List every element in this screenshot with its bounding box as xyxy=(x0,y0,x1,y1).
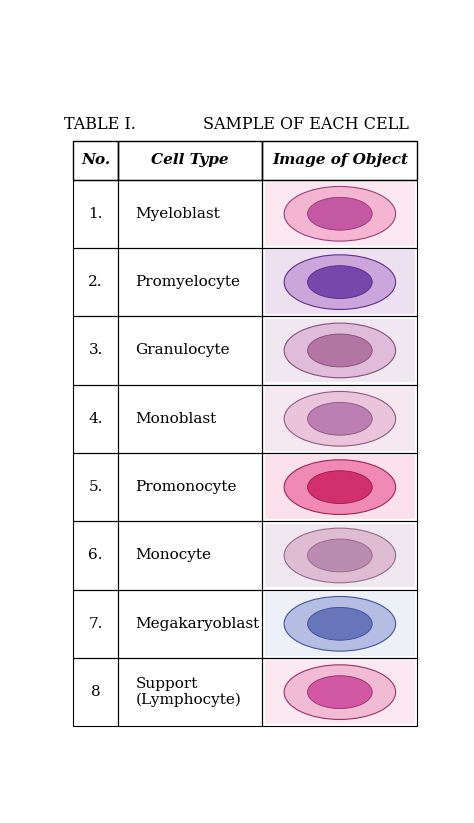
Ellipse shape xyxy=(284,460,396,514)
Ellipse shape xyxy=(308,539,372,572)
Ellipse shape xyxy=(284,392,396,446)
Ellipse shape xyxy=(284,597,396,651)
Ellipse shape xyxy=(308,402,372,435)
Text: Promyelocyte: Promyelocyte xyxy=(135,275,240,289)
Text: Support
(Lymphocyte): Support (Lymphocyte) xyxy=(135,677,241,708)
Bar xyxy=(73,658,118,727)
Text: 5.: 5. xyxy=(88,480,103,494)
Bar xyxy=(118,589,263,658)
Text: 2.: 2. xyxy=(88,275,103,289)
Bar xyxy=(263,248,417,316)
Ellipse shape xyxy=(308,266,372,299)
Ellipse shape xyxy=(284,528,396,583)
Text: 6.: 6. xyxy=(88,548,103,562)
Bar xyxy=(73,316,118,384)
Text: Granulocyte: Granulocyte xyxy=(135,343,230,357)
Bar xyxy=(263,658,417,727)
Ellipse shape xyxy=(308,334,372,367)
Ellipse shape xyxy=(284,323,396,378)
Text: 8: 8 xyxy=(91,685,100,700)
Bar xyxy=(73,589,118,658)
Bar xyxy=(265,660,415,724)
Bar xyxy=(118,453,263,521)
Text: 4.: 4. xyxy=(88,412,103,425)
Bar xyxy=(263,589,417,658)
Ellipse shape xyxy=(308,471,372,504)
Bar xyxy=(73,384,118,453)
Text: Promonocyte: Promonocyte xyxy=(135,480,237,494)
Text: Monocyte: Monocyte xyxy=(135,548,211,562)
Bar xyxy=(263,521,417,589)
Ellipse shape xyxy=(308,676,372,709)
Text: Megakaryoblast: Megakaryoblast xyxy=(135,616,260,630)
Text: Monoblast: Monoblast xyxy=(135,412,217,425)
Text: TABLE I.: TABLE I. xyxy=(64,116,136,133)
Text: 7.: 7. xyxy=(88,616,103,630)
Bar xyxy=(118,179,263,248)
Bar xyxy=(265,523,415,588)
Text: Myeloblast: Myeloblast xyxy=(135,207,220,221)
Bar xyxy=(263,384,417,453)
Bar xyxy=(118,658,263,727)
Bar xyxy=(265,387,415,451)
Ellipse shape xyxy=(284,255,396,309)
Ellipse shape xyxy=(308,198,372,230)
Bar xyxy=(118,141,263,179)
Ellipse shape xyxy=(284,665,396,719)
Text: 3.: 3. xyxy=(88,343,103,357)
Bar xyxy=(265,592,415,656)
Bar xyxy=(265,455,415,519)
Bar xyxy=(263,179,417,248)
Text: Cell Type: Cell Type xyxy=(151,153,229,167)
Bar xyxy=(118,521,263,589)
Bar xyxy=(265,250,415,314)
Bar xyxy=(263,453,417,521)
Bar xyxy=(73,141,118,179)
Text: 1.: 1. xyxy=(88,207,103,221)
Bar xyxy=(265,319,415,383)
Bar xyxy=(73,248,118,316)
Bar xyxy=(73,521,118,589)
Bar xyxy=(263,316,417,384)
Bar xyxy=(118,384,263,453)
Bar xyxy=(263,141,417,179)
Bar xyxy=(73,453,118,521)
Bar xyxy=(265,182,415,245)
Bar xyxy=(118,248,263,316)
Bar xyxy=(73,179,118,248)
Text: No.: No. xyxy=(81,153,110,167)
Ellipse shape xyxy=(284,187,396,241)
Text: Image of Object: Image of Object xyxy=(272,153,408,167)
Text: SAMPLE OF EACH CELL: SAMPLE OF EACH CELL xyxy=(203,116,409,133)
Bar xyxy=(118,316,263,384)
Ellipse shape xyxy=(308,607,372,640)
